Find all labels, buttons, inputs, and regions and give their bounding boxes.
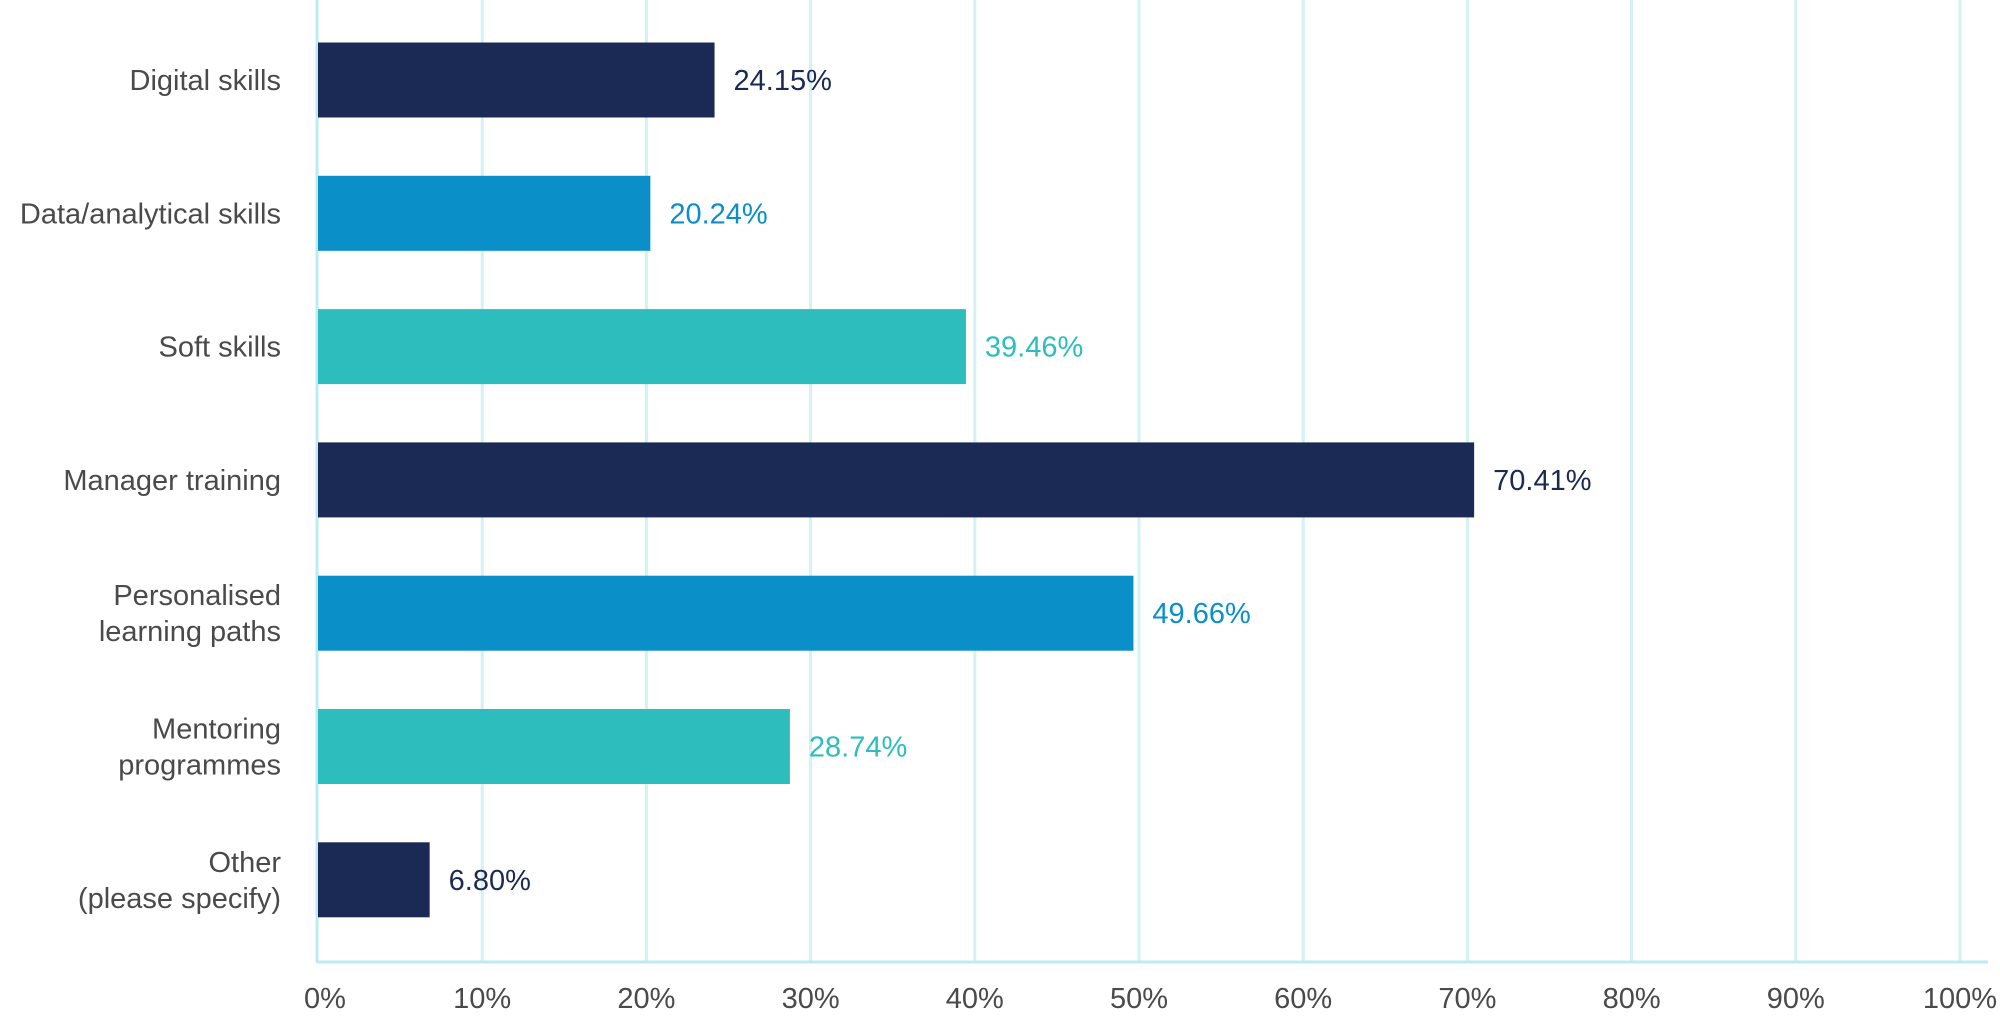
x-tick-label: 70% — [1438, 983, 1496, 1015]
value-label: 20.24% — [669, 198, 767, 230]
category-label-line: learning paths — [99, 616, 281, 648]
x-tick-label: 90% — [1767, 983, 1825, 1015]
bar — [318, 42, 715, 118]
x-tick-label: 10% — [453, 983, 511, 1015]
x-tick-label: 30% — [782, 983, 840, 1015]
category-label-line: Other — [208, 847, 281, 879]
x-tick-label: 0% — [304, 983, 346, 1015]
bar — [318, 442, 1475, 518]
x-tick-label: 80% — [1603, 983, 1661, 1015]
x-tick-label: 100% — [1923, 983, 1997, 1015]
category-label-line: Digital skills — [130, 65, 281, 97]
x-tick-label: 40% — [946, 983, 1004, 1015]
bar — [318, 709, 790, 784]
category-label: Manager training — [63, 465, 281, 497]
category-label-line: (please specify) — [78, 883, 281, 915]
value-label: 70.41% — [1493, 465, 1591, 497]
value-label: 28.74% — [809, 732, 907, 764]
value-label: 49.66% — [1152, 598, 1250, 630]
category-label-line: Mentoring — [152, 714, 281, 746]
value-label: 39.46% — [985, 332, 1083, 364]
category-label-line: Data/analytical skills — [20, 198, 281, 230]
bar — [318, 309, 966, 385]
x-tick-label: 60% — [1274, 983, 1332, 1015]
value-label: 6.80% — [449, 865, 531, 897]
bar — [318, 575, 1134, 651]
category-label: Data/analytical skills — [20, 198, 281, 230]
category-label-line: Manager training — [63, 465, 281, 497]
category-label: Personalised learning paths — [99, 580, 281, 648]
category-label-line: Soft skills — [159, 332, 281, 364]
category-label: Other (please specify) — [78, 847, 281, 915]
category-label: Mentoring programmes — [118, 714, 281, 782]
x-tick-label: 20% — [617, 983, 675, 1015]
category-label: Digital skills — [130, 65, 281, 97]
category-label: Soft skills — [159, 332, 281, 364]
bar — [318, 842, 430, 918]
x-tick-label: 50% — [1110, 983, 1168, 1015]
category-label-line: Personalised — [113, 580, 281, 612]
bar — [318, 175, 651, 251]
value-label: 24.15% — [734, 65, 832, 97]
category-label-line: programmes — [118, 750, 281, 782]
